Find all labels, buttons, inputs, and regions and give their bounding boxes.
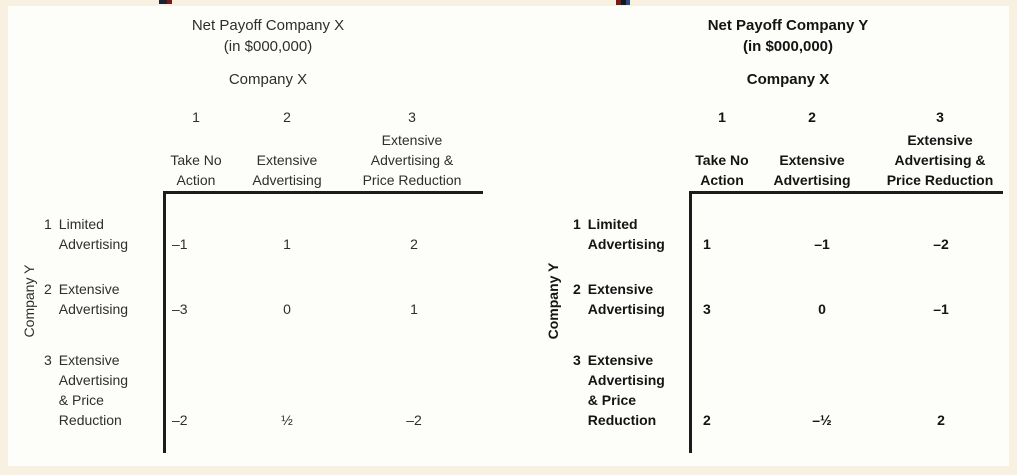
column-number: 2 [283, 109, 291, 125]
row-label-line: & Price [587, 392, 637, 408]
row-label-line: Limited [58, 216, 104, 232]
column-player-label: Company X [746, 71, 830, 88]
table-title: Net Payoff Company X [191, 17, 345, 34]
payoff-value: –2 [933, 236, 949, 252]
row-label: 3 Extensive Advertising & Price Reductio… [573, 350, 665, 430]
fragment-color-block [616, 0, 621, 5]
payoff-value: –2 [172, 412, 188, 428]
fragment-color-block [626, 0, 630, 5]
row-label-line: Limited [587, 216, 638, 232]
column-number: 2 [808, 109, 816, 125]
row-label-line: Extensive [58, 352, 120, 368]
row-number: 2 [573, 281, 581, 297]
row-label: 2 Extensive Advertising [44, 279, 128, 319]
payoff-value: 1 [410, 301, 418, 317]
column-number: 3 [408, 109, 416, 125]
column-header-line: Advertising [252, 172, 322, 188]
row-label-line: Reduction [587, 412, 657, 428]
table-rule-horizontal [163, 191, 483, 194]
row-label-line: Advertising [587, 301, 665, 317]
table-rule-vertical [689, 191, 692, 453]
fragment-color-block [621, 0, 626, 5]
table-subtitle: (in $000,000) [742, 38, 834, 55]
row-number: 3 [44, 352, 52, 368]
row-label-line: Advertising [58, 372, 129, 388]
row-label: 1 Limited Advertising [44, 214, 128, 254]
table-title: Net Payoff Company Y [707, 17, 869, 34]
column-header-line: Extensive [256, 152, 318, 168]
payoff-value: –½ [812, 412, 832, 428]
row-number: 3 [573, 352, 581, 368]
row-label-line: Advertising [58, 301, 129, 317]
row-label-line: Reduction [58, 412, 122, 428]
fragment-color-block [167, 0, 172, 4]
fragment-color-block [159, 0, 167, 4]
cropped-text-fragment [159, 0, 172, 4]
column-header-line: Advertising & [894, 152, 986, 168]
payoff-value: 0 [283, 301, 291, 317]
row-label-line: Advertising [587, 372, 665, 388]
table-subtitle: (in $000,000) [223, 38, 313, 55]
row-label: 2 Extensive Advertising [573, 279, 665, 319]
figure-panel [8, 6, 1009, 466]
row-label-line: Extensive [58, 281, 120, 297]
row-number: 2 [44, 281, 52, 297]
table-rule-vertical [163, 191, 166, 453]
row-label: 1 Limited Advertising [573, 214, 665, 254]
payoff-value: 1 [283, 236, 291, 252]
payoff-value: –2 [406, 412, 422, 428]
column-header-line: Price Reduction [362, 172, 462, 188]
payoff-value: –3 [172, 301, 188, 317]
payoff-value: 2 [410, 236, 418, 252]
payoff-value: 3 [703, 301, 711, 317]
column-header-line: Extensive [779, 152, 845, 168]
row-number: 1 [573, 216, 581, 232]
payoff-value: ½ [281, 412, 293, 428]
row-number: 1 [44, 216, 52, 232]
payoff-value: –1 [814, 236, 830, 252]
payoff-value: 1 [703, 236, 711, 252]
row-player-label: Company Y [545, 262, 561, 340]
column-header-line: Action [176, 172, 216, 188]
row-label-line: Extensive [587, 281, 654, 297]
column-header-line: Action [700, 172, 744, 188]
payoff-value: 0 [818, 301, 826, 317]
column-header-line: Take No [695, 152, 749, 168]
column-header-line: Advertising [773, 172, 851, 188]
column-header-line: Extensive [907, 132, 973, 148]
column-number: 1 [192, 109, 200, 125]
column-number: 3 [936, 109, 944, 125]
column-header-line: Extensive [381, 132, 443, 148]
payoff-value: 2 [703, 412, 711, 428]
payoff-value: 2 [937, 412, 945, 428]
column-header-line: Price Reduction [886, 172, 994, 188]
column-player-label: Company X [228, 71, 308, 88]
row-label-line: & Price [58, 392, 104, 408]
column-number: 1 [718, 109, 726, 125]
cropped-text-fragment [616, 0, 630, 5]
payoff-value: –1 [172, 236, 188, 252]
row-label-line: Extensive [587, 352, 654, 368]
row-label-line: Advertising [58, 236, 129, 252]
row-label-line: Advertising [587, 236, 665, 252]
column-header-line: Advertising & [370, 152, 454, 168]
payoff-value: –1 [933, 301, 949, 317]
row-label: 3 Extensive Advertising & Price Reductio… [44, 350, 128, 430]
table-rule-horizontal [689, 191, 1003, 194]
column-header-line: Take No [170, 152, 222, 168]
